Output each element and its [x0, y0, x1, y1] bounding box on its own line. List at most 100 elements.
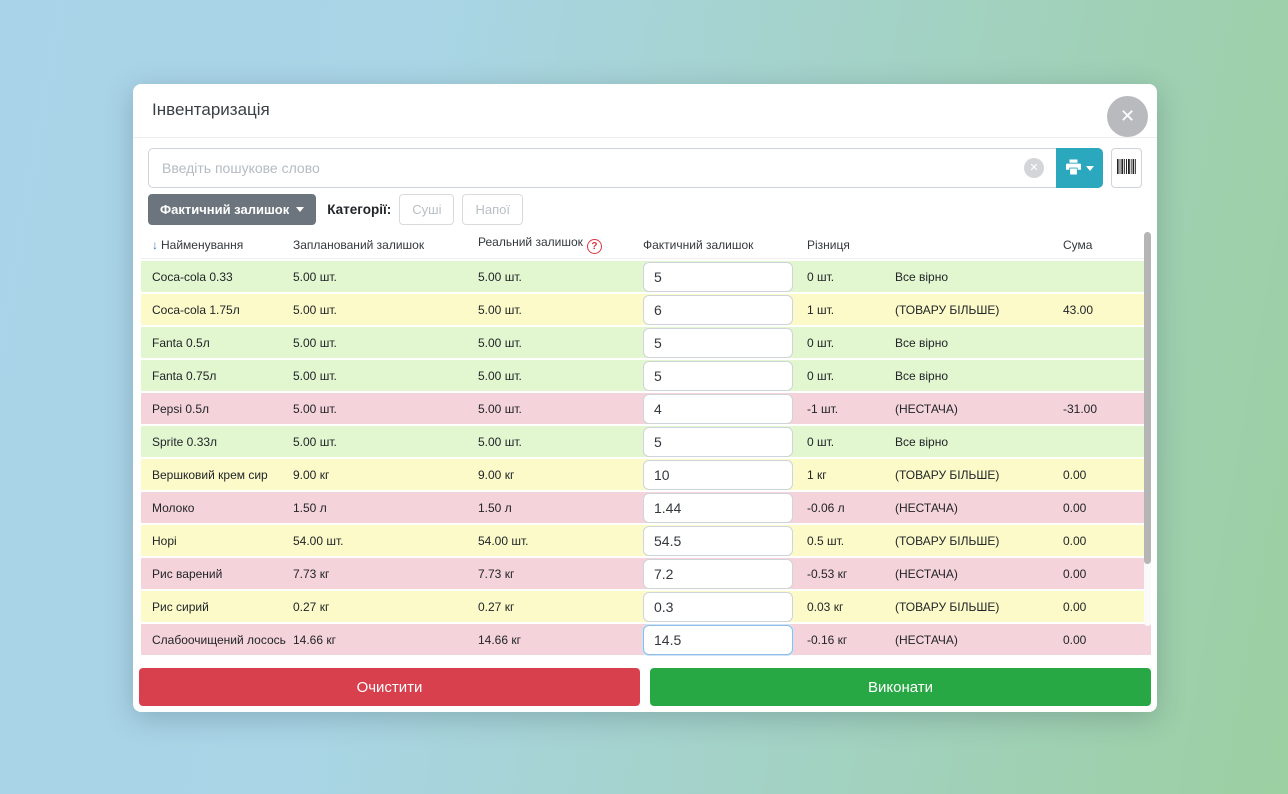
- scrollbar-track[interactable]: [1144, 232, 1151, 626]
- category-button-drinks[interactable]: Напої: [462, 194, 523, 225]
- header-fact: Фактичний залишок: [643, 237, 754, 252]
- header-planned: Запланований залишок: [293, 237, 425, 252]
- table-row: Coca-cola 1.75л 5.00 шт. 5.00 шт. 1 шт. …: [141, 294, 1151, 325]
- difference-value: 1 шт.: [807, 302, 835, 317]
- sum-value: 0.00: [1063, 533, 1087, 548]
- product-name: Pepsi 0.5л: [152, 401, 210, 416]
- planned-qty: 5.00 шт.: [293, 434, 337, 449]
- status-text: (НЕСТАЧА): [895, 632, 958, 647]
- real-qty: 5.00 шт.: [478, 401, 522, 416]
- search-input[interactable]: [148, 148, 1056, 188]
- planned-qty: 5.00 шт.: [293, 302, 337, 317]
- status-text: (ТОВАРУ БІЛЬШЕ): [895, 599, 1000, 614]
- product-name: Рис сирий: [152, 599, 209, 614]
- close-button[interactable]: ✕: [1107, 96, 1148, 137]
- difference-value: 0 шт.: [807, 269, 835, 284]
- real-qty: 5.00 шт.: [478, 302, 522, 317]
- real-qty: 5.00 шт.: [478, 368, 522, 383]
- product-name: Норі: [152, 533, 177, 548]
- actual-qty-input[interactable]: [643, 591, 793, 622]
- difference-value: -1 шт.: [807, 401, 839, 416]
- planned-qty: 1.50 л: [293, 500, 327, 515]
- planned-qty: 14.66 кг: [293, 632, 336, 647]
- filter-row: Фактичний залишок Категорії: Суші Напої: [148, 194, 1142, 225]
- difference-value: 0 шт.: [807, 335, 835, 350]
- header-real: Реальний залишок?: [478, 235, 643, 254]
- scrollbar-thumb[interactable]: [1144, 232, 1151, 564]
- planned-qty: 9.00 кг: [293, 467, 330, 482]
- table-row: Sprite 0.33л 5.00 шт. 5.00 шт. 0 шт. Все…: [141, 426, 1151, 457]
- difference-value: -0.53 кг: [807, 566, 848, 581]
- actual-qty-input[interactable]: [643, 393, 793, 424]
- search-row: ✕: [148, 148, 1142, 188]
- print-button[interactable]: [1056, 148, 1103, 188]
- status-text: (ТОВАРУ БІЛЬШЕ): [895, 467, 1000, 482]
- table-row: Coca-cola 0.33 5.00 шт. 5.00 шт. 0 шт. В…: [141, 261, 1151, 292]
- real-qty: 7.73 кг: [478, 566, 515, 581]
- actual-qty-input[interactable]: [643, 492, 793, 523]
- status-text: Все вірно: [895, 368, 949, 383]
- status-text: (ТОВАРУ БІЛЬШЕ): [895, 302, 1000, 317]
- table-row: Норі 54.00 шт. 54.00 шт. 0.5 шт. (ТОВАРУ…: [141, 525, 1151, 556]
- inventory-modal: Інвентаризація ✕ ✕: [133, 84, 1157, 712]
- table-row: Молоко 1.50 л 1.50 л -0.06 л (НЕСТАЧА) 0…: [141, 492, 1151, 523]
- actual-qty-input[interactable]: [643, 459, 793, 490]
- status-text: Все вірно: [895, 335, 949, 350]
- printer-icon: [1065, 159, 1082, 178]
- difference-value: 0.5 шт.: [807, 533, 845, 548]
- real-qty: 14.66 кг: [478, 632, 521, 647]
- modal-header: Інвентаризація ✕: [133, 84, 1157, 138]
- table-rows: Coca-cola 0.33 5.00 шт. 5.00 шт. 0 шт. В…: [141, 261, 1151, 655]
- difference-value: -0.16 кг: [807, 632, 848, 647]
- difference-value: 0 шт.: [807, 434, 835, 449]
- column-selector-label: Фактичний залишок: [160, 202, 290, 217]
- difference-value: -0.06 л: [807, 500, 845, 515]
- actual-qty-input[interactable]: [643, 327, 793, 358]
- real-qty: 5.00 шт.: [478, 434, 522, 449]
- execute-button[interactable]: Виконати: [650, 668, 1151, 706]
- barcode-button[interactable]: [1111, 148, 1142, 188]
- chevron-down-icon: [296, 207, 305, 212]
- sum-value: -31.00: [1063, 401, 1098, 416]
- category-button-sushi[interactable]: Суші: [399, 194, 455, 225]
- actual-qty-input[interactable]: [643, 558, 793, 589]
- status-text: (НЕСТАЧА): [895, 500, 958, 515]
- status-text: Все вірно: [895, 269, 949, 284]
- actual-qty-input[interactable]: [643, 525, 793, 556]
- difference-value: 0 шт.: [807, 368, 835, 383]
- status-text: Все вірно: [895, 434, 949, 449]
- real-qty: 5.00 шт.: [478, 269, 522, 284]
- header-diff: Різниця: [807, 237, 850, 252]
- actual-qty-input[interactable]: [643, 294, 793, 325]
- actual-qty-input[interactable]: [643, 261, 793, 292]
- real-qty: 1.50 л: [478, 500, 512, 515]
- table-header: ↓ Найменування Запланований залишок Реаль…: [141, 231, 1151, 259]
- search-field-wrap: ✕: [148, 148, 1056, 188]
- header-name-sortable[interactable]: ↓ Найменування: [152, 237, 244, 252]
- table-row: Вершковий крем сир 9.00 кг 9.00 кг 1 кг …: [141, 459, 1151, 490]
- sum-value: 0.00: [1063, 500, 1087, 515]
- table-row: Fanta 0.5л 5.00 шт. 5.00 шт. 0 шт. Все в…: [141, 327, 1151, 358]
- chevron-down-icon: [1086, 165, 1094, 171]
- column-selector-dropdown[interactable]: Фактичний залишок: [148, 194, 317, 225]
- product-name: Fanta 0.75л: [152, 368, 217, 383]
- status-text: (НЕСТАЧА): [895, 566, 958, 581]
- clear-button[interactable]: Очистити: [139, 668, 640, 706]
- planned-qty: 7.73 кг: [293, 566, 330, 581]
- product-name: Coca-cola 0.33: [152, 269, 233, 284]
- sum-value: 43.00: [1063, 302, 1094, 317]
- help-icon[interactable]: ?: [586, 239, 602, 254]
- modal-body: ✕: [133, 138, 1157, 655]
- sum-value: 0.00: [1063, 467, 1087, 482]
- actual-qty-input[interactable]: [643, 360, 793, 391]
- planned-qty: 0.27 кг: [293, 599, 330, 614]
- status-text: (НЕСТАЧА): [895, 401, 958, 416]
- clear-search-icon[interactable]: ✕: [1024, 158, 1044, 178]
- table-row: Рис варений 7.73 кг 7.73 кг -0.53 кг (НЕ…: [141, 558, 1151, 589]
- planned-qty: 5.00 шт.: [293, 269, 337, 284]
- real-qty: 9.00 кг: [478, 467, 515, 482]
- actual-qty-input[interactable]: [643, 426, 793, 457]
- real-qty: 0.27 кг: [478, 599, 515, 614]
- actual-qty-input[interactable]: [643, 624, 793, 655]
- difference-value: 0.03 кг: [807, 599, 844, 614]
